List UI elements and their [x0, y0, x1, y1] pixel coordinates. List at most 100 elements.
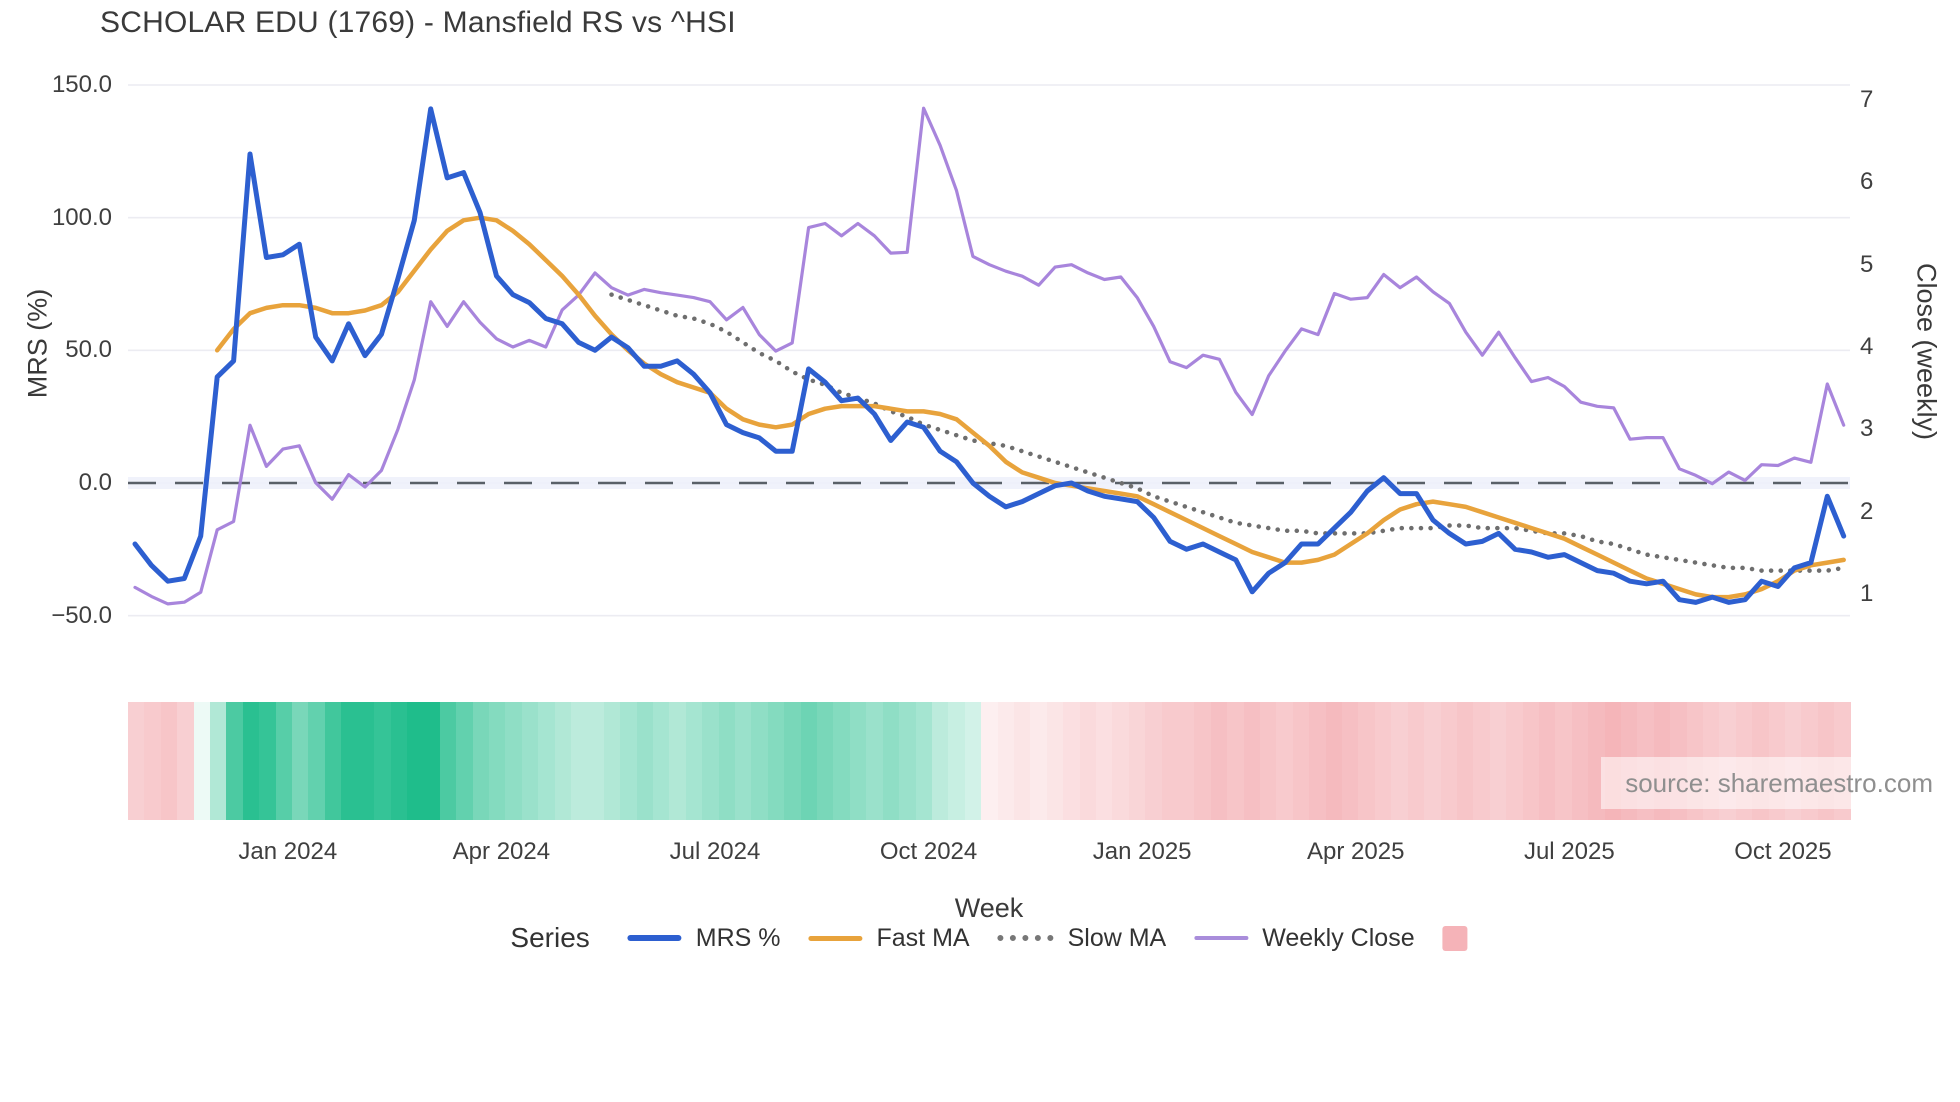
right-tick-label: 1	[1860, 579, 1874, 607]
heatmap-cell	[1407, 702, 1425, 820]
heatmap-cell	[981, 702, 998, 820]
legend-item-label: Slow MA	[1067, 923, 1167, 952]
heatmap-cell	[1063, 702, 1080, 820]
legend-item	[1442, 925, 1468, 951]
heatmap-cell	[1555, 702, 1572, 820]
x-tick-label: Jan 2024	[238, 838, 338, 865]
heatmap-cell	[718, 702, 736, 820]
heatmap-cell	[1243, 702, 1261, 820]
heatmap-cell	[456, 702, 473, 820]
heatmap-cell	[915, 702, 932, 820]
right-axis-title: Close (weekly)	[1911, 262, 1942, 441]
heatmap-cell	[931, 702, 949, 820]
right-tick-label: 2	[1860, 497, 1874, 525]
heatmap-cell	[1342, 702, 1359, 820]
right-tick-label: 6	[1860, 168, 1874, 196]
x-tick-label: Oct 2025	[1734, 838, 1832, 865]
heatmap-cell	[751, 702, 768, 820]
heatmap-cell	[735, 702, 752, 820]
left-tick-label: 0.0	[78, 469, 112, 496]
heatmap-cell	[1358, 702, 1375, 820]
x-tick-label: Jan 2025	[1092, 838, 1192, 865]
heatmap-cell	[1227, 702, 1244, 820]
heatmap-cell	[259, 702, 276, 820]
heatmap-cell	[800, 702, 818, 820]
heatmap-cell	[964, 702, 982, 820]
heatmap-cell	[406, 702, 424, 820]
heatmap-cell	[275, 702, 293, 820]
heatmap-cell	[587, 702, 604, 820]
x-tick-label: Apr 2025	[1307, 838, 1405, 865]
heatmap-cell	[1194, 702, 1211, 820]
legend-swatch-weekly-close	[1194, 936, 1249, 940]
heatmap-cell	[160, 702, 178, 820]
legend-swatch-heatmap	[1442, 925, 1468, 951]
heatmap-cell	[128, 702, 145, 820]
mrs-line	[132, 106, 1847, 605]
heatmap-cell	[1276, 702, 1293, 820]
heatmap-cell	[1440, 702, 1457, 820]
heatmap-cell	[1145, 702, 1162, 820]
heatmap-cell	[1030, 702, 1047, 820]
heatmap-cell	[341, 702, 358, 820]
heatmap-cell	[472, 702, 489, 820]
heatmap-cell	[292, 702, 309, 820]
heatmap-cell	[1325, 702, 1343, 820]
heatmap-cell	[374, 702, 391, 820]
heatmap-cell	[1456, 702, 1474, 820]
heatmap-cell	[1538, 702, 1556, 820]
heatmap-cell	[505, 702, 522, 820]
legend-item-label: MRS %	[695, 923, 781, 952]
heatmap-cell	[1292, 702, 1310, 820]
left-tick-label: 150.0	[51, 71, 112, 98]
heatmap-cell	[1046, 702, 1064, 820]
heatmap-strip	[128, 702, 1851, 820]
heatmap-cell	[242, 702, 260, 820]
heatmap-cell	[784, 702, 801, 820]
heatmap-cell	[308, 702, 325, 820]
page-title: SCHOLAR EDU (1769) - Mansfield RS vs ^HS…	[100, 6, 736, 39]
heatmap-cell	[570, 702, 588, 820]
heatmap-cell	[554, 702, 571, 820]
right-tick-label: 3	[1860, 415, 1874, 443]
heatmap-cell	[1178, 702, 1195, 820]
heatmap-cell	[1424, 702, 1441, 820]
source-watermark: source: sharemaestro.com	[1601, 757, 1937, 809]
heatmap-cell	[193, 702, 211, 820]
heatmap-cell	[685, 702, 703, 820]
heatmap-cell	[899, 702, 916, 820]
heatmap-cell	[1079, 702, 1096, 820]
heatmap-cell	[538, 702, 555, 820]
heatmap-cell	[210, 702, 227, 820]
heatmap-cell	[866, 702, 883, 820]
heatmap-cell	[948, 702, 965, 820]
legend-item-label: Weekly Close	[1262, 923, 1415, 952]
heatmap-cell	[1210, 702, 1228, 820]
heatmap-cell	[439, 702, 457, 820]
legend-swatch-slow-ma	[997, 935, 1054, 941]
heatmap-cell	[1374, 702, 1392, 820]
heatmap-cell	[817, 702, 834, 820]
heatmap-cell	[833, 702, 850, 820]
legend: Series MRS % Fast MA Slow MA Weekly Close	[510, 922, 1468, 954]
x-tick-label: Apr 2024	[452, 838, 551, 865]
heatmap-cell	[997, 702, 1014, 820]
weekly-close-line	[133, 106, 1846, 606]
heatmap-cell	[423, 702, 440, 820]
x-axis-title: Week	[954, 893, 1024, 923]
left-tick-label: −50.0	[51, 601, 112, 629]
heatmap-cell	[702, 702, 719, 820]
heatmap-cell	[1489, 702, 1507, 820]
heatmap-cell	[357, 702, 375, 820]
heatmap-cell	[1571, 702, 1589, 820]
heatmap-cell	[488, 702, 506, 820]
legend-swatch-mrs-	[627, 935, 682, 941]
heatmap-cell	[1522, 702, 1539, 820]
source-watermark-text: source: sharemaestro.com	[1625, 767, 1933, 798]
heatmap-cell	[1473, 702, 1490, 820]
x-tick-label: Oct 2024	[879, 838, 978, 865]
legend-item: Weekly Close	[1194, 923, 1415, 953]
legend-item: Slow MA	[997, 923, 1167, 953]
